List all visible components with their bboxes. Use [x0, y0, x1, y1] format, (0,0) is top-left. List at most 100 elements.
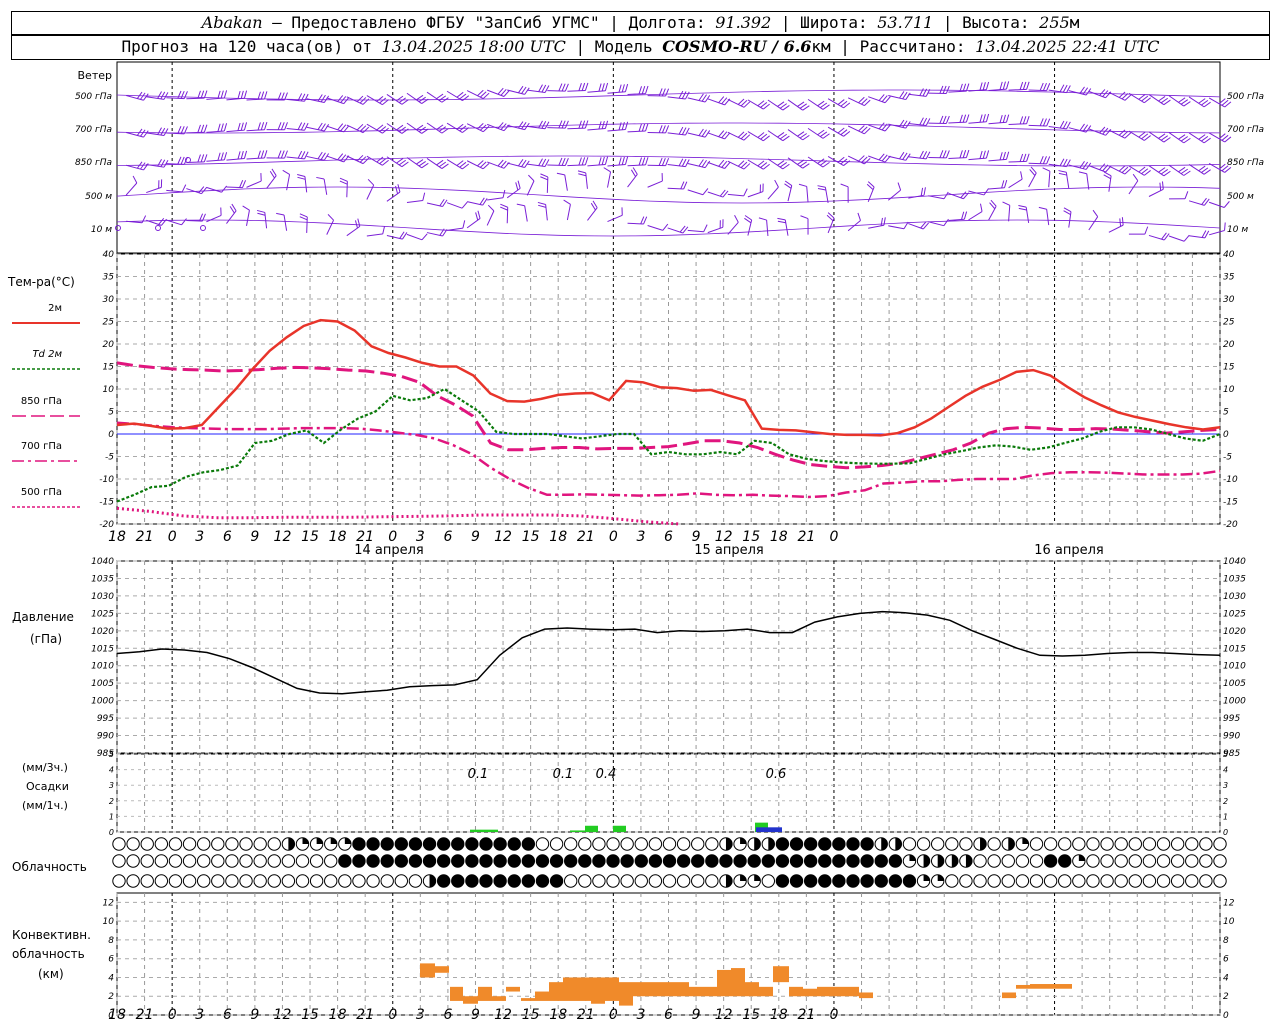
wind-barb-flag — [401, 161, 409, 168]
wind-barb-flag — [1039, 156, 1044, 164]
wind-barb-flag — [923, 187, 926, 196]
wind-barb-flag — [503, 90, 510, 97]
cloud-circle — [676, 837, 691, 851]
wind-barb-flag — [989, 202, 996, 210]
wind-barb-flag — [985, 113, 990, 122]
wind-barb-flag — [136, 91, 143, 99]
wind-barb — [647, 173, 663, 188]
cloud-circle — [1128, 837, 1143, 851]
cloud-circle — [648, 837, 663, 851]
wind-barb-flag — [239, 179, 244, 188]
cloud-fill — [725, 874, 733, 888]
conv-bar — [633, 982, 647, 997]
wind-barb-flag — [1161, 181, 1164, 190]
cloud-circle — [154, 837, 169, 851]
wind-barb-flag — [658, 88, 663, 97]
wind-barb-flag — [359, 156, 367, 163]
wind-barb-flag — [1102, 164, 1109, 172]
cloud-circle — [267, 837, 281, 851]
wind-barb-flag — [843, 160, 851, 166]
wind-barb-shaft — [246, 98, 265, 101]
wind-barb-flag — [1160, 97, 1169, 104]
x-tick-label-bottom: 3 — [416, 1007, 425, 1023]
wind-barb-flag — [459, 93, 467, 100]
wind-barb-flag — [784, 180, 793, 186]
wind-barb — [603, 167, 612, 188]
wind-barb-flag — [1138, 166, 1146, 173]
temp-axis-label: Тем-ра(°C) — [7, 275, 75, 289]
cloud-circle — [309, 854, 324, 868]
wind-barb-shaft — [587, 128, 606, 131]
x-tick-label: 0 — [609, 529, 618, 545]
y-tick-right: 15 — [1223, 363, 1235, 373]
y-tick-right: 3 — [1223, 781, 1228, 790]
y-tick-left: 1010 — [91, 662, 114, 672]
wind-barb — [888, 151, 911, 161]
wind-barb-flag — [799, 103, 807, 109]
wind-barb — [777, 217, 789, 236]
cloud-circle — [521, 837, 536, 851]
x-tick-label: 21 — [136, 529, 154, 545]
wind-barb-flag — [678, 126, 684, 135]
wind-barb — [466, 210, 481, 229]
wind-barb-flag — [1180, 99, 1189, 105]
wind-barb-flag — [734, 215, 739, 223]
wind-barb-shaft — [1168, 235, 1185, 242]
wind-barb-flag — [665, 88, 670, 97]
wind-barb-flag — [264, 91, 268, 100]
wind-label: Ветер — [78, 69, 112, 82]
y-tick-right: 1040 — [1223, 557, 1246, 567]
cloud-circle — [620, 837, 634, 851]
cloud-circle — [563, 854, 578, 868]
y-tick-right: 10 — [1223, 385, 1235, 395]
wind-barb — [1148, 165, 1171, 177]
wind-barb-flag — [461, 201, 468, 209]
wind-panel — [116, 61, 1221, 254]
wind-barb-flag — [837, 99, 845, 105]
precip-bar — [768, 827, 782, 832]
wind-barb — [840, 183, 849, 203]
wind-barb-shaft — [1108, 165, 1126, 175]
cloud-circle — [549, 837, 564, 851]
wind-barb-flag — [777, 220, 786, 224]
wind-barb-flag — [743, 134, 751, 141]
wind-barb-flag — [382, 226, 386, 235]
wind-barb-flag — [979, 203, 983, 212]
cloud-fill — [980, 837, 987, 851]
cloud-circle — [465, 837, 479, 851]
wind-barb — [667, 126, 690, 136]
wind-barb — [346, 218, 361, 237]
wind-barb-flag — [1124, 132, 1132, 139]
wind-barb-shaft — [827, 126, 844, 137]
wind-barb-flag — [722, 190, 729, 198]
cloud-circle — [775, 874, 790, 888]
wind-barb-shaft — [988, 121, 1007, 125]
wind-barb-flag — [521, 86, 527, 94]
wind-barb-flag — [797, 159, 805, 165]
wind-barb-flag — [779, 133, 788, 140]
conv-bar — [478, 986, 492, 1001]
wind-barb-flag — [217, 152, 221, 161]
conv-bar — [689, 986, 703, 997]
wind-barb — [426, 91, 449, 103]
wind-barb — [988, 114, 1010, 125]
cloud-circle — [422, 854, 437, 868]
wind-barb-flag — [621, 121, 625, 130]
wind-barb — [426, 122, 449, 134]
wind-barb-flag — [357, 218, 361, 227]
wind-barb-flag — [925, 89, 931, 97]
conv-bar — [577, 977, 591, 1001]
wind-barb-flag — [1018, 207, 1027, 211]
cloud-circle — [578, 854, 592, 868]
wind-barb-flag — [774, 179, 779, 188]
wind-barb-flag — [884, 124, 891, 132]
wind-barb-flag — [925, 151, 931, 160]
wind-barb-flag — [217, 123, 221, 132]
wind-barb-flag — [299, 216, 308, 221]
wind-barb-flag — [959, 150, 963, 159]
y-tick-right: 1020 — [1223, 627, 1246, 637]
conv-bar — [661, 982, 675, 997]
wind-barb — [466, 160, 490, 170]
wind-barb-flag — [939, 115, 944, 124]
wind-barb-flag — [763, 163, 770, 170]
